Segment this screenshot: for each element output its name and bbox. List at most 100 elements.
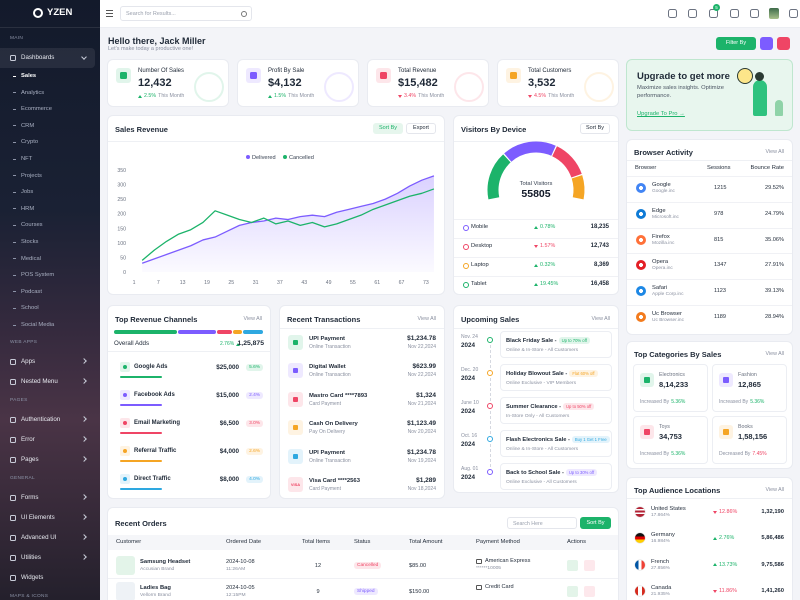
card-divider [108,351,270,352]
country-flag [635,533,645,544]
view-all[interactable]: View All [243,316,262,322]
order-date: 2024-10-08 [226,559,255,565]
transaction-glyph [293,453,298,459]
menu-item[interactable]: Forms [21,493,39,501]
user-avatar[interactable] [769,8,779,19]
sale-title-row: Back to School Sale - Up to 30% off [506,469,598,476]
row-divider [627,253,792,255]
category-tile: Toys 34,753 Increased By 5.36% [633,416,708,464]
submenu-item[interactable]: Crypto [21,139,39,146]
view-all[interactable]: View All [417,316,436,322]
header-icon[interactable] [750,9,759,18]
channel-bar-segment [178,330,216,334]
transaction-type: Card Payment [309,486,341,492]
country-flag [635,586,645,597]
total-value: 55805 [521,188,550,200]
sort-button[interactable]: Sort By [373,123,403,134]
sale-audience: Online Exclusive - VIP Members [506,381,577,386]
menu-item[interactable]: Dashboards [21,54,55,61]
action-button[interactable] [760,37,773,50]
view-all[interactable]: View All [591,316,610,322]
menu-item[interactable]: Utilities [21,553,41,561]
view-action[interactable] [567,586,578,597]
submenu-item[interactable]: POS System [21,272,55,279]
sort-button[interactable]: Sort By [580,123,610,134]
search-icon [241,10,247,17]
device-change-row: 0.32% [534,262,555,268]
sort-button[interactable]: Sort By [580,517,611,529]
y-tick-label: 200 [117,212,126,218]
submenu-item[interactable]: Podcast [21,288,42,295]
submenu-item[interactable]: School [21,305,39,312]
menu-item[interactable]: Apps [21,357,36,365]
sessions: 815 [714,236,724,243]
menu-item[interactable]: UI Elements [21,513,55,521]
stat-icon-glyph [380,72,387,79]
card-divider [280,328,444,329]
view-action[interactable] [567,560,578,571]
sale-title: Black Friday Sale - [506,337,557,344]
submenu-item[interactable]: Courses [21,222,43,229]
menu-item[interactable]: Authentication [21,415,61,423]
submenu-item[interactable]: Social Media [21,322,55,328]
export-button[interactable]: Export [406,123,436,134]
sessions: 1215 [714,185,727,191]
sale-title: Summer Clearance - [506,403,562,410]
submenu-item[interactable]: CRM [21,122,35,129]
menu-item[interactable]: Error [21,435,35,443]
active-item-bg [0,48,95,68]
menu-item[interactable]: Pages [21,455,39,463]
menu-item[interactable]: Widgets [21,573,44,581]
action-button[interactable] [777,37,790,50]
menu-item[interactable]: Advanced UI [21,533,57,541]
column-header: Payment Method [476,539,520,545]
category-value: 12,865 [738,380,761,389]
submenu-item[interactable]: Stocks [21,239,39,245]
submenu-item[interactable]: Jobs [21,189,34,196]
submenu-item[interactable]: Ecommerce [21,106,52,113]
submenu-item[interactable]: Analytics [21,89,45,96]
stat-icon [246,68,261,83]
view-all[interactable]: View All [765,351,784,357]
header-icon[interactable] [730,9,739,18]
greeting-title: Hello there, Jack Miller [108,36,206,46]
search-box[interactable]: Search for Results... [120,6,252,21]
view-all[interactable]: View All [765,149,784,155]
filter-button[interactable]: Filter By [716,37,756,50]
transaction-name: Mastro Card ****7893 [309,392,368,399]
overall-change-row: 2.76% [220,341,241,347]
bounce-rate: 35.06% [765,236,784,243]
upgrade-link[interactable]: Upgrade To Pro → [637,111,685,117]
country-value: 9,75,586 [761,561,784,568]
delete-action[interactable] [584,560,595,571]
submenu-item[interactable]: Medical [21,255,41,262]
sale-audience: In-Store Only - All Customers [506,414,570,419]
sale-date: Oct. 16 [461,433,478,439]
transaction-amount: $1,234.78 [407,448,436,456]
orders-search[interactable]: Search Here [507,517,577,529]
header-icon[interactable] [789,9,798,18]
header-icon[interactable] [688,9,697,18]
submenu-item[interactable]: HRM [21,205,35,212]
transactions-card: Recent Transactions View All UPI Payment On… [280,306,444,498]
country-value: 1,41,260 [761,588,784,595]
transaction-amount: $1,289 [416,477,436,484]
section-title: GENERAL [10,475,36,481]
payment-icon [476,559,482,564]
menu-item[interactable]: Nested Menu [21,377,58,385]
country-share: 27.856% [651,565,670,571]
line-series [141,175,435,264]
row-divider [454,257,618,258]
submenu-dot [13,75,16,77]
header-icon[interactable] [668,9,677,18]
view-all[interactable]: View All [765,487,784,493]
stat-title: Profit By Sale [268,68,305,74]
delete-action[interactable] [584,586,595,597]
submenu-item[interactable]: Projects [21,172,42,179]
channel-bar-segment [114,330,178,334]
transaction-amount: $1,234.78 [407,335,436,342]
submenu-item[interactable]: Sales [21,73,37,79]
chevron [81,357,87,364]
submenu-item[interactable]: NFT [21,156,33,162]
